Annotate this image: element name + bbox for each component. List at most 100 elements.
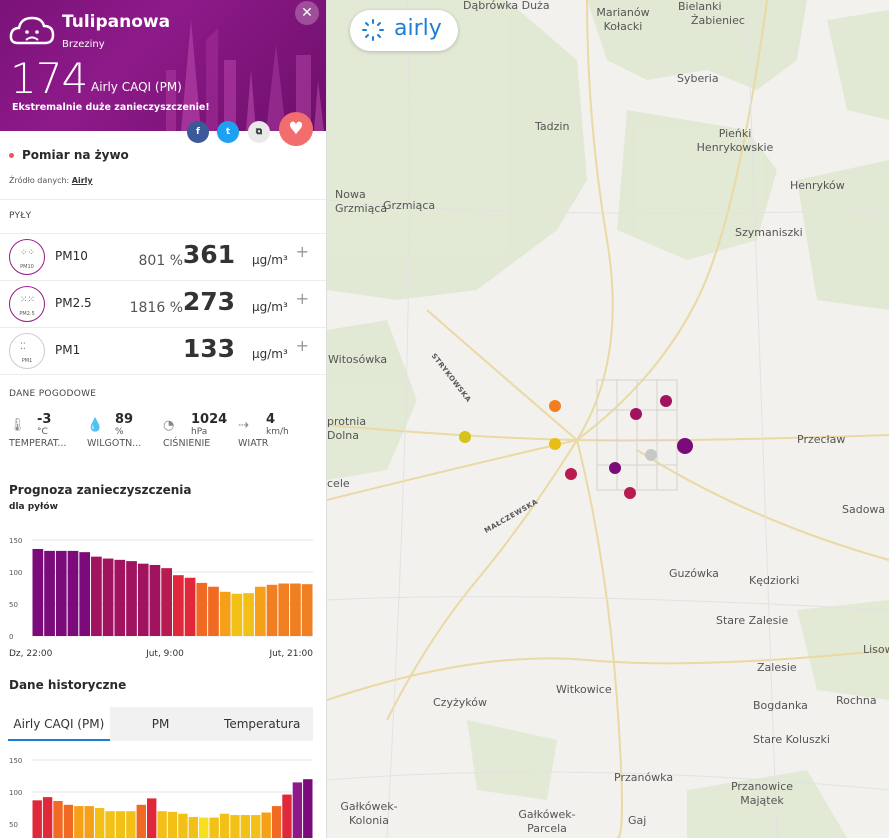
sensor-marker[interactable] [459, 431, 471, 443]
favorite-heart-button[interactable]: ♥ [279, 112, 313, 146]
chart-bar[interactable] [126, 811, 136, 838]
chart-bar[interactable] [114, 559, 126, 636]
chart-bar[interactable] [42, 797, 53, 838]
divider [0, 233, 326, 234]
pm10-expand-button[interactable]: + [295, 242, 309, 261]
pressure-value: 1024 [191, 412, 228, 427]
history-chart: 50 100 150 [9, 757, 313, 838]
chart-bar[interactable] [167, 811, 178, 838]
chart-bar[interactable] [149, 564, 161, 636]
chart-bar[interactable] [63, 804, 74, 838]
chart-bar[interactable] [115, 811, 126, 838]
pressure-unit: hPa [191, 427, 208, 437]
sensor-marker[interactable] [549, 400, 561, 412]
pm25-expand-button[interactable]: + [295, 289, 309, 308]
chart-bar[interactable] [278, 583, 290, 636]
airly-logo[interactable]: airly [350, 10, 458, 51]
twitter-share-button[interactable]: t [217, 121, 239, 143]
chart-bar[interactable] [282, 794, 292, 838]
chart-bar[interactable] [157, 811, 167, 838]
chart-bar[interactable] [94, 808, 105, 838]
chart-bar[interactable] [91, 556, 102, 636]
chart-bar[interactable] [53, 800, 63, 838]
chart-bar[interactable] [219, 591, 231, 636]
map[interactable]: airly Dąbrówka Duża Marianów Kołacki Bie… [327, 0, 889, 838]
chart-bar[interactable] [79, 552, 91, 636]
chart-bar[interactable] [196, 582, 208, 636]
pm1-expand-button[interactable]: + [295, 336, 309, 355]
pm25-row[interactable]: ⁙⁙ PM2.5 PM2.5 1816 % 273 µg/m³ + [0, 281, 326, 328]
chart-bar[interactable] [254, 586, 266, 636]
temperature-unit: °C [37, 427, 48, 437]
chart-bar[interactable] [105, 811, 115, 838]
chart-bar[interactable] [199, 817, 209, 838]
place-label: Gaj [628, 814, 647, 827]
place-label: Zalesie [757, 661, 797, 674]
place-label: Witosówka [328, 353, 388, 366]
chart-bar[interactable] [266, 584, 278, 636]
pm10-row[interactable]: ⁘⁘ PM10 PM10 801 % 361 µg/m³ + [0, 234, 326, 281]
pm25-name: PM2.5 [55, 296, 92, 310]
tab-pm[interactable]: PM [109, 707, 212, 741]
chart-bar[interactable] [102, 558, 114, 636]
sensor-marker[interactable] [660, 395, 672, 407]
copy-link-button[interactable]: ⧉ [248, 121, 270, 143]
chart-bar[interactable] [126, 561, 137, 636]
chart-bar[interactable] [32, 800, 42, 838]
chart-bar[interactable] [261, 812, 271, 838]
chart-bar[interactable] [67, 550, 79, 636]
map-background[interactable] [327, 0, 889, 838]
thermometer-icon: 🌡 [9, 418, 26, 433]
sensor-marker[interactable] [565, 468, 577, 480]
chart-bar[interactable] [230, 815, 240, 838]
chart-bar[interactable] [184, 577, 196, 636]
facebook-share-button[interactable]: f [187, 121, 209, 143]
chart-bar[interactable] [303, 779, 313, 838]
place-label: Stare Zalesie [716, 614, 789, 627]
chart-bar[interactable] [55, 550, 67, 636]
chart-bar[interactable] [137, 563, 149, 636]
data-source-link[interactable]: Airly [71, 176, 93, 185]
chart-bar[interactable] [161, 568, 172, 636]
chart-bar[interactable] [173, 575, 184, 636]
place-label: Nowa Grzmiąca [335, 188, 388, 215]
sensor-marker[interactable] [549, 438, 561, 450]
chart-bar[interactable] [209, 817, 219, 838]
pm1-value: 133 [182, 334, 235, 363]
sensor-marker[interactable] [630, 408, 642, 420]
close-icon[interactable]: ✕ [295, 1, 319, 25]
place-label: Żabieniec [691, 14, 745, 27]
chart-bar[interactable] [208, 586, 219, 636]
chart-bar[interactable] [32, 548, 44, 636]
forecast-chart: 0 50 100 150 Dz, 22:00 Jut, 9:00 Jut, 21:00 [9, 537, 313, 659]
chart-bar[interactable] [44, 550, 55, 636]
pm1-unit: µg/m³ [252, 347, 288, 361]
chart-bar[interactable] [188, 816, 199, 838]
sensor-marker[interactable] [609, 462, 621, 474]
chart-bar[interactable] [74, 806, 84, 838]
chart-bar[interactable] [240, 815, 251, 838]
wind-label: WIATR [238, 438, 269, 449]
chart-bar[interactable] [178, 813, 188, 838]
sensor-marker[interactable] [624, 487, 636, 499]
wind-value: 4 [266, 412, 276, 427]
sensor-marker[interactable] [645, 449, 657, 461]
tab-airly-caqi[interactable]: Airly CAQI (PM) [8, 707, 110, 741]
chart-bar[interactable] [292, 782, 303, 838]
sensor-marker[interactable] [677, 438, 693, 454]
chart-bar[interactable] [243, 593, 254, 636]
pm1-row[interactable]: ⁚⁚ PM1 PM1 133 µg/m³ + [0, 328, 326, 375]
chart-bar[interactable] [251, 815, 261, 838]
chart-bar[interactable] [136, 804, 146, 838]
chart-bar[interactable] [219, 813, 230, 838]
humidity-unit: % [115, 427, 124, 437]
chart-bar[interactable] [146, 798, 157, 838]
chart-bar[interactable] [290, 583, 301, 636]
chart-bar[interactable] [271, 806, 282, 838]
chart-bar[interactable] [231, 593, 243, 636]
chart-bar[interactable] [84, 806, 94, 838]
chart-bar[interactable] [301, 584, 313, 636]
tab-temperatura[interactable]: Temperatura [211, 707, 314, 741]
pyly-section-label: PYŁY [9, 211, 32, 221]
place-label: Pieńki Henrykowskie [696, 127, 774, 154]
